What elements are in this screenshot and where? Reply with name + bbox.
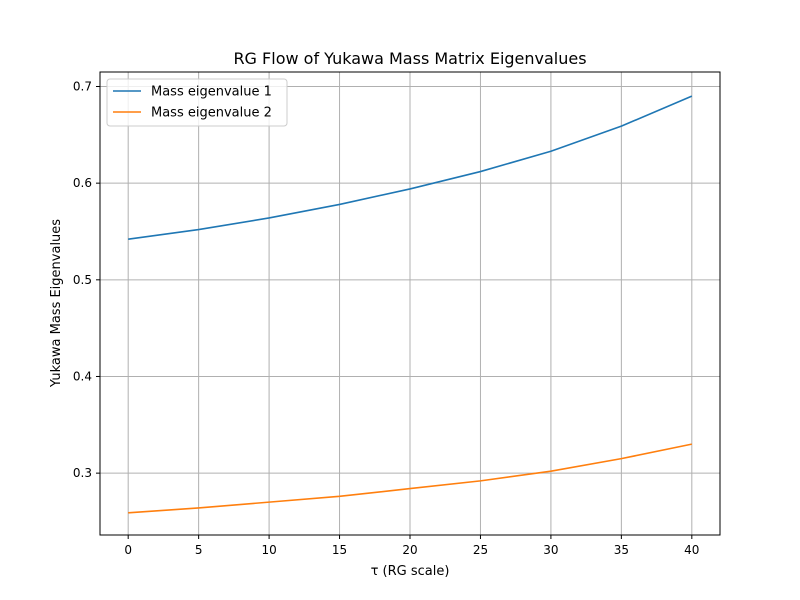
legend-label-1: Mass eigenvalue 1	[151, 85, 272, 100]
y-tick-label: 0.5	[73, 273, 92, 287]
y-tick-label: 0.4	[73, 369, 92, 383]
series-layer	[128, 95, 693, 514]
x-tick-label: 35	[614, 543, 629, 557]
y-tick-label: 0.3	[73, 466, 92, 480]
x-tick-label: 25	[473, 543, 488, 557]
x-tick-label: 20	[402, 543, 417, 557]
y-axis-label: Yukawa Mass Eigenvalues	[49, 219, 64, 388]
x-tick-label: 0	[124, 543, 132, 557]
y-tick-label: 0.7	[73, 79, 92, 93]
legend-box	[106, 78, 288, 127]
series-line-2	[128, 443, 692, 514]
x-tick-label: 5	[195, 543, 203, 557]
x-tick-label: 30	[543, 543, 558, 557]
chart-title: RG Flow of Yukawa Mass Matrix Eigenvalue…	[233, 49, 586, 68]
axis-ticks: 0 5 10 15 20 25 30 35 40 0.3 0.4 0.5 0.6 0.7	[73, 79, 700, 557]
legend: Mass eigenvalue 1 Mass eigenvalue 2	[106, 78, 288, 127]
x-tick-label: 10	[261, 543, 276, 557]
legend-label-2: Mass eigenvalue 2	[151, 106, 272, 121]
x-axis-label: τ (RG scale)	[371, 564, 450, 579]
x-tick-label: 40	[684, 543, 699, 557]
y-tick-label: 0.6	[73, 176, 92, 190]
x-tick-label: 15	[332, 543, 347, 557]
grid	[100, 72, 720, 535]
series-line-1	[128, 95, 693, 241]
